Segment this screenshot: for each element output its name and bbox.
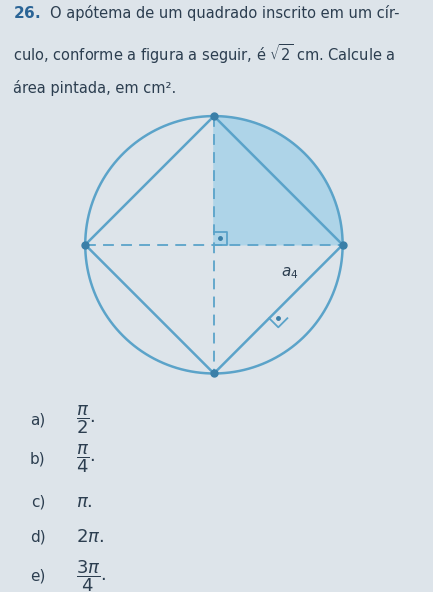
Text: $\mathbf{26.}$: $\mathbf{26.}$ <box>13 5 40 21</box>
Text: $\pi.$: $\pi.$ <box>76 493 92 511</box>
Polygon shape <box>214 116 343 244</box>
Text: $a_4$: $a_4$ <box>281 265 298 281</box>
Text: b): b) <box>30 452 45 466</box>
Text: c): c) <box>31 495 45 510</box>
Text: $\dfrac{\pi}{2}.$: $\dfrac{\pi}{2}.$ <box>76 404 95 436</box>
Text: O apótema de um quadrado inscrito em um cír-: O apótema de um quadrado inscrito em um … <box>50 5 399 21</box>
Text: a): a) <box>30 413 45 427</box>
Text: $\dfrac{\pi}{4}.$: $\dfrac{\pi}{4}.$ <box>76 443 95 475</box>
Text: $\dfrac{3\pi}{4}.$: $\dfrac{3\pi}{4}.$ <box>76 558 106 592</box>
Text: d): d) <box>30 530 45 545</box>
Text: e): e) <box>30 569 45 584</box>
Text: $2\pi.$: $2\pi.$ <box>76 528 104 546</box>
Text: área pintada, em cm².: área pintada, em cm². <box>13 80 176 96</box>
Text: culo, conforme a figura a seguir, é $\sqrt{2}$ cm. Calcule a: culo, conforme a figura a seguir, é $\sq… <box>13 43 396 66</box>
